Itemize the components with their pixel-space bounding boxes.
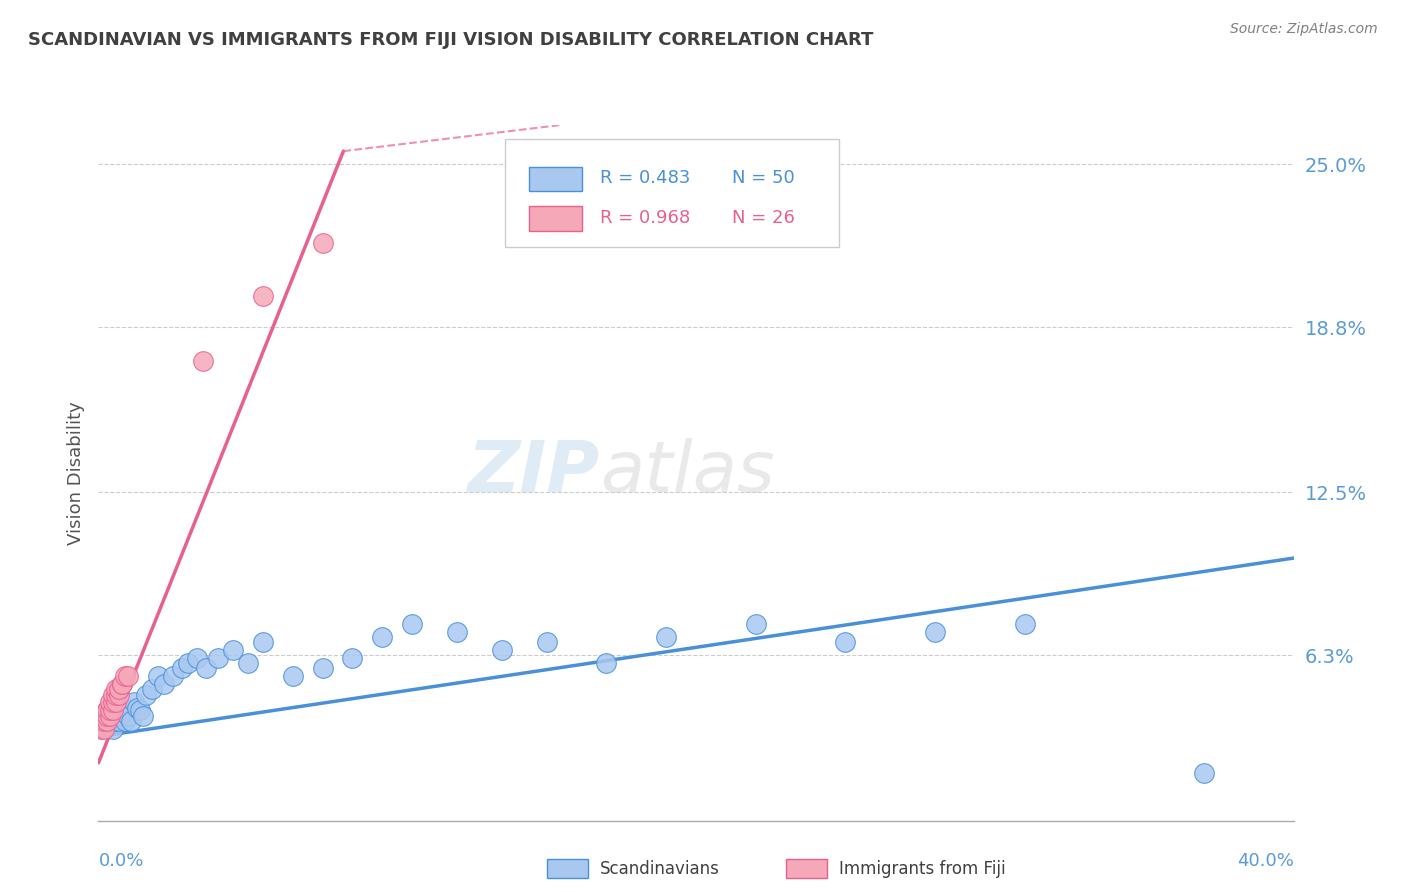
Point — [207, 651, 229, 665]
Point — [745, 616, 768, 631]
Point — [111, 708, 134, 723]
Point — [105, 714, 128, 728]
Point — [371, 630, 394, 644]
Point — [236, 656, 259, 670]
Point — [117, 703, 139, 717]
Text: R = 0.483: R = 0.483 — [600, 169, 690, 187]
Point — [100, 708, 122, 723]
Point — [127, 700, 149, 714]
Point — [595, 656, 617, 670]
Text: SCANDINAVIAN VS IMMIGRANTS FROM FIJI VISION DISABILITY CORRELATION CHART: SCANDINAVIAN VS IMMIGRANTS FROM FIJI VIS… — [28, 31, 873, 49]
Point — [252, 635, 274, 649]
Point — [111, 677, 134, 691]
Point — [100, 714, 122, 728]
Point — [1192, 766, 1215, 780]
Point — [90, 708, 112, 723]
Point — [100, 708, 122, 723]
Point — [96, 719, 118, 733]
Point — [135, 688, 157, 702]
Point — [93, 708, 115, 723]
Text: R = 0.968: R = 0.968 — [600, 209, 690, 227]
Point — [117, 669, 139, 683]
Text: N = 50: N = 50 — [733, 169, 794, 187]
Text: ZIP: ZIP — [468, 438, 600, 508]
Point — [924, 624, 946, 639]
Point — [103, 708, 125, 723]
Point — [536, 635, 558, 649]
Point — [491, 643, 513, 657]
Point — [117, 708, 139, 723]
Point — [108, 682, 131, 697]
Point — [252, 288, 274, 302]
Bar — [529, 206, 582, 231]
Bar — [529, 167, 582, 191]
Point — [105, 696, 128, 710]
Point — [191, 354, 214, 368]
Point — [108, 714, 131, 728]
Point — [172, 661, 194, 675]
Text: 40.0%: 40.0% — [1237, 852, 1294, 870]
Text: N = 26: N = 26 — [733, 209, 794, 227]
Text: Scandinavians: Scandinavians — [600, 860, 720, 878]
Point — [281, 669, 304, 683]
Point — [311, 661, 333, 675]
Point — [96, 703, 118, 717]
Point — [141, 682, 163, 697]
Point — [148, 669, 170, 683]
Point — [105, 682, 128, 697]
Point — [103, 688, 125, 702]
Point — [1014, 616, 1036, 631]
Point — [105, 703, 128, 717]
Point — [120, 714, 142, 728]
Point — [108, 708, 131, 723]
Point — [342, 651, 364, 665]
Point — [153, 677, 176, 691]
Point — [132, 708, 155, 723]
Point — [96, 708, 118, 723]
Point — [103, 703, 125, 717]
Point — [111, 703, 134, 717]
Point — [105, 688, 128, 702]
Point — [93, 714, 115, 728]
Point — [90, 722, 112, 736]
Point — [111, 677, 134, 691]
Point — [100, 696, 122, 710]
Point — [834, 635, 856, 649]
Text: 0.0%: 0.0% — [98, 852, 143, 870]
Bar — [786, 859, 827, 879]
Point — [177, 656, 200, 670]
Point — [114, 669, 136, 683]
Point — [129, 703, 152, 717]
Text: Source: ZipAtlas.com: Source: ZipAtlas.com — [1230, 22, 1378, 37]
Y-axis label: Vision Disability: Vision Disability — [66, 401, 84, 545]
Point — [100, 703, 122, 717]
Point — [311, 235, 333, 250]
Point — [195, 661, 218, 675]
Point — [90, 714, 112, 728]
Point — [162, 669, 184, 683]
Point — [93, 714, 115, 728]
Text: atlas: atlas — [600, 438, 775, 508]
Point — [186, 651, 208, 665]
Point — [93, 722, 115, 736]
Point — [103, 696, 125, 710]
Point — [124, 696, 146, 710]
Point — [108, 688, 131, 702]
Point — [222, 643, 245, 657]
Point — [401, 616, 423, 631]
Point — [114, 714, 136, 728]
Point — [446, 624, 468, 639]
Text: Immigrants from Fiji: Immigrants from Fiji — [839, 860, 1007, 878]
Point — [96, 714, 118, 728]
Point — [96, 703, 118, 717]
Bar — [547, 859, 589, 879]
Point — [655, 630, 678, 644]
Point — [103, 722, 125, 736]
FancyBboxPatch shape — [505, 139, 839, 247]
